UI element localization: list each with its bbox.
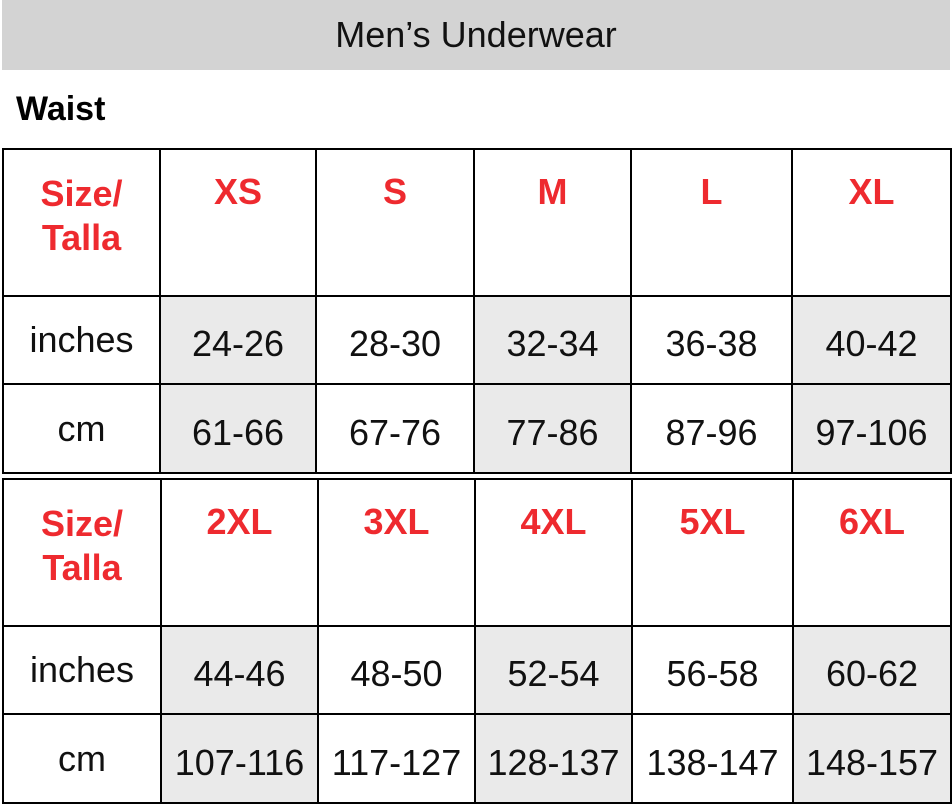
value-cell: 67-76	[315, 383, 475, 474]
size-header: XS	[159, 148, 317, 297]
value-cell: 128-137	[474, 713, 633, 804]
size-label-cell: Size/Talla	[2, 478, 162, 627]
row-label: inches	[2, 625, 162, 715]
value-cell: 44-46	[160, 625, 319, 715]
size-header: 3XL	[317, 478, 476, 627]
row-label: cm	[2, 383, 161, 474]
talla-label: Talla	[42, 547, 122, 588]
size-header: S	[315, 148, 475, 297]
row-label: cm	[2, 713, 162, 804]
size-header: M	[473, 148, 632, 297]
size-header: 4XL	[474, 478, 633, 627]
value-cell: 117-127	[317, 713, 476, 804]
value-cell: 97-106	[791, 383, 952, 474]
size-header: 5XL	[631, 478, 794, 627]
table-row-cm: cm 107-116 117-127 128-137 138-147 148-1…	[2, 713, 952, 804]
section-heading-waist: Waist	[16, 90, 106, 128]
value-cell: 87-96	[630, 383, 793, 474]
size-header: L	[630, 148, 793, 297]
value-cell: 60-62	[792, 625, 952, 715]
table-row-cm: cm 61-66 67-76 77-86 87-96 97-106	[2, 383, 952, 474]
size-table-2: Size/Talla 2XL 3XL 4XL 5XL 6XL inches 44…	[2, 478, 952, 804]
row-label: inches	[2, 295, 161, 385]
size-header: 6XL	[792, 478, 952, 627]
value-cell: 61-66	[159, 383, 317, 474]
value-cell: 40-42	[791, 295, 952, 385]
value-cell: 52-54	[474, 625, 633, 715]
value-cell: 36-38	[630, 295, 793, 385]
size-label: Size/	[40, 173, 123, 214]
size-table-1: Size/Talla XS S M L XL inches 24-26 28-3…	[2, 148, 952, 474]
value-cell: 28-30	[315, 295, 475, 385]
value-cell: 138-147	[631, 713, 794, 804]
size-label: Size/	[40, 503, 124, 544]
value-cell: 148-157	[792, 713, 952, 804]
size-label-cell: Size/Talla	[2, 148, 161, 297]
size-header-row: Size/Talla 2XL 3XL 4XL 5XL 6XL	[2, 478, 952, 627]
value-cell: 107-116	[160, 713, 319, 804]
size-header-row: Size/Talla XS S M L XL	[2, 148, 952, 297]
size-header: 2XL	[160, 478, 319, 627]
page-title: Men’s Underwear	[2, 0, 950, 70]
value-cell: 32-34	[473, 295, 632, 385]
value-cell: 48-50	[317, 625, 476, 715]
value-cell: 77-86	[473, 383, 632, 474]
value-cell: 56-58	[631, 625, 794, 715]
table-row-inches: inches 24-26 28-30 32-34 36-38 40-42	[2, 295, 952, 385]
size-header: XL	[791, 148, 952, 297]
value-cell: 24-26	[159, 295, 317, 385]
table-row-inches: inches 44-46 48-50 52-54 56-58 60-62	[2, 625, 952, 715]
talla-label: Talla	[41, 217, 122, 258]
